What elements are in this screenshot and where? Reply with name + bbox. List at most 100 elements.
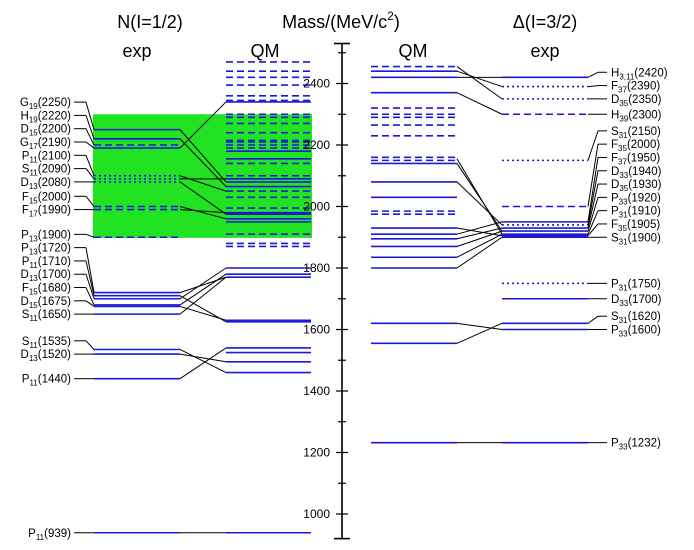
nucleon-qm-label: QM — [251, 41, 280, 61]
delta-label-d1930: D35(1930) — [611, 179, 662, 193]
delta-connector-1 — [456, 322, 503, 344]
delta-label-d1750: P31(1750) — [611, 278, 661, 292]
nucleon-label-leader-n2000 — [85, 195, 95, 207]
nucleon-connector-9 — [179, 276, 227, 294]
delta-label-d2390: F37(2390) — [611, 81, 660, 95]
nucleon-connector-17 — [179, 209, 227, 214]
axis-tick-label-1400: 1400 — [303, 384, 330, 398]
nucleon-connector-2 — [179, 353, 227, 363]
nucleon-label-n1900: P13(1900) — [21, 229, 71, 243]
nucleon-label-leader-n1720 — [85, 247, 95, 293]
nucleon-label-leader-n2250 — [85, 101, 95, 130]
nucleon-label-n1990: F17(1990) — [22, 205, 71, 219]
delta-label-d2350: D35(2350) — [611, 94, 662, 108]
nucleon-label-n2000: F15(2000) — [22, 191, 71, 205]
mass-axis: 1000 1200 1400 1600 1800 2000 2200 2400 — [303, 42, 350, 540]
nucleon-header: N(I=1/2) — [117, 12, 183, 32]
nucleon-label-n1680: F15(1680) — [22, 283, 71, 297]
axis-tick-label-1600: 1600 — [303, 323, 330, 337]
delta-label-leader-d1905 — [587, 223, 599, 237]
nucleon-label-leader-n2200 — [85, 128, 95, 146]
nucleon-connector-13 — [179, 175, 227, 192]
delta-label-d2300: H39(2300) — [611, 109, 662, 123]
delta-connector-14 — [456, 92, 503, 115]
delta-header: Δ(I=3/2) — [513, 12, 578, 32]
nucleon-label-n2220: H19(2220) — [21, 110, 72, 124]
nucleon-label-n2190: G17(2190) — [20, 137, 71, 151]
delta-label-d1905: F35(1905) — [611, 219, 660, 233]
nucleon-label-leader-n2100 — [85, 155, 95, 176]
delta-label-d1620: S31(1620) — [611, 311, 661, 325]
nucleon-connector-10 — [179, 101, 227, 149]
nucleon-label-leader-n1680 — [85, 287, 95, 306]
delta-label-d2000: F35(2000) — [611, 139, 660, 153]
nucleon-label-leader-n2090 — [85, 168, 95, 180]
nucleon-connector-12 — [179, 129, 227, 183]
delta-label-d1232: P33(1232) — [611, 438, 661, 452]
delta-label-leader-d1950 — [587, 157, 599, 222]
delta-label-d1950: F37(1950) — [611, 152, 660, 166]
delta-label-d2150: S31(2150) — [611, 126, 661, 140]
nucleon-label-n939: P11(939) — [28, 528, 71, 542]
nucleon-label-n1650: S11(1650) — [22, 309, 71, 323]
nucleon-label-n2080: D13(2080) — [21, 177, 72, 191]
nucleon-connector-3 — [179, 349, 227, 373]
delta-connector-6 — [456, 227, 503, 240]
delta-label-leader-d1920 — [587, 197, 599, 232]
mass-header: Mass/(MeV/c2) — [282, 9, 400, 32]
delta-label-leader-d2420 — [587, 71, 599, 78]
delta-label-d1600: P33(1600) — [611, 325, 661, 339]
nucleon-connector-7 — [179, 267, 227, 300]
nucleon-label-leader-n1535 — [85, 340, 95, 350]
delta-label-d1900: S31(1900) — [611, 232, 661, 246]
delta-label-leader-d2150 — [587, 130, 599, 161]
nucleon-connector-15 — [179, 181, 227, 215]
delta-label-leader-d1910 — [587, 210, 599, 235]
nucleon-label-n1440: P11(1440) — [22, 374, 71, 388]
nucleon-connector-16 — [179, 206, 227, 220]
axis-tick-label-1000: 1000 — [303, 507, 330, 521]
delta-label-d1920: P33(1920) — [611, 192, 661, 206]
nucleon-label-n1710: P11(1710) — [22, 256, 71, 270]
delta-connector-4 — [456, 233, 503, 258]
nucleon-connector-4 — [179, 276, 227, 315]
energy-levels-layer — [94, 61, 588, 534]
delta-label-leader-d1620 — [587, 315, 599, 324]
mass-header-suffix: ) — [394, 12, 400, 32]
delta-exp-label: exp — [530, 41, 559, 61]
delta-connector-8 — [456, 227, 503, 237]
axis-tick-label-1200: 1200 — [303, 446, 330, 460]
delta-label-leader-d1930 — [587, 183, 599, 229]
nucleon-label-n2090: S11(2090) — [22, 164, 71, 178]
mass-header-prefix: Mass/(MeV/c — [282, 12, 387, 32]
nucleon-exp-label: exp — [122, 41, 151, 61]
delta-connector-3 — [456, 236, 503, 269]
axis-tick-label-2200: 2200 — [303, 138, 330, 152]
delta-label-d2420: H3,11(2420) — [611, 67, 668, 81]
nucleon-label-n1535: S11(1535) — [22, 336, 71, 350]
delta-connector-13 — [456, 70, 503, 88]
delta-connector-9 — [456, 181, 503, 226]
nucleon-label-n2100: P11(2100) — [22, 150, 71, 164]
nucleon-label-leader-n1700 — [85, 274, 95, 299]
nucleon-label-leader-n1710 — [85, 260, 95, 296]
delta-label-leader-d2000 — [587, 144, 599, 207]
axis-tick-label-2400: 2400 — [303, 77, 330, 91]
delta-label-d1940: D33(1940) — [611, 166, 662, 180]
nucleon-label-n1720: P13(1720) — [21, 243, 71, 257]
delta-label-leader-d2390 — [587, 85, 599, 88]
nucleon-connector-6 — [179, 273, 227, 306]
nucleon-label-n1675: D15(1675) — [21, 296, 72, 310]
nucleon-label-leader-n1675 — [85, 300, 95, 307]
delta-connector-15 — [456, 66, 503, 100]
nucleon-label-leader-n2220 — [85, 115, 95, 140]
nucleon-label-n1700: D13(1700) — [21, 269, 72, 283]
axis-tick-label-1800: 1800 — [303, 261, 330, 275]
delta-connector-5 — [456, 230, 503, 247]
nucleon-label-n1520: D13(1520) — [21, 349, 72, 363]
nucleon-label-n2250: G19(2250) — [20, 97, 71, 111]
connector-lines-layer — [179, 66, 503, 534]
delta-label-d1700: D33(1700) — [611, 294, 662, 308]
state-labels-layer: P11(939) P11(1440) D13(1520)S11(1535) S11(1… — [20, 67, 668, 541]
